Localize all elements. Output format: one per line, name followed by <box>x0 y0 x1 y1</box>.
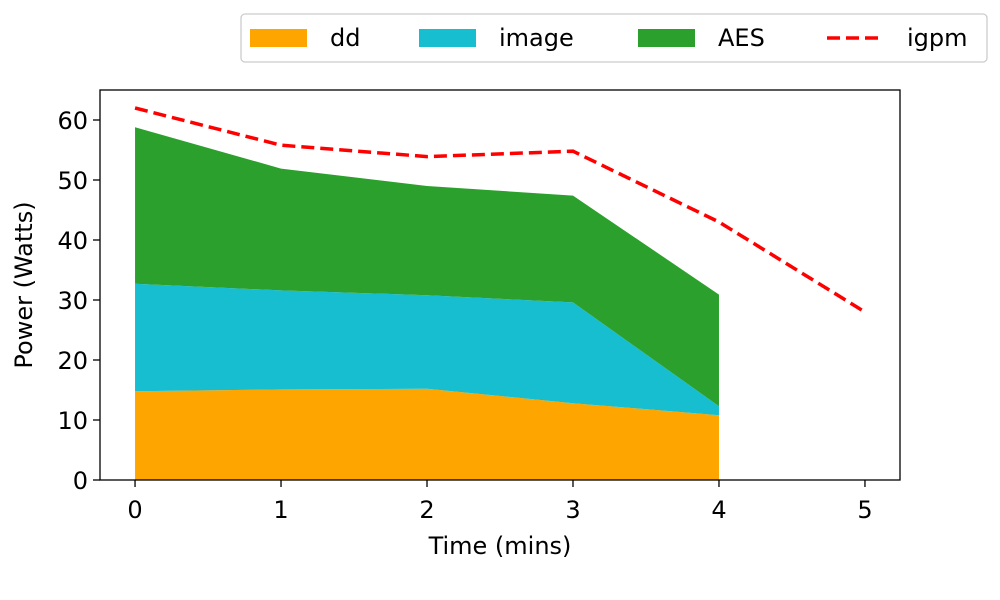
plot-frame <box>99 89 901 481</box>
legend-label-image: image <box>499 24 574 52</box>
legend-swatch-image <box>419 29 476 47</box>
y-tick-label: 40 <box>57 227 88 255</box>
line-igpm <box>134 106 866 314</box>
x-tick-label: 1 <box>273 496 288 524</box>
x-tick-label: 0 <box>127 496 142 524</box>
y-axis-ticks: 0 10 20 30 40 50 60 <box>57 107 100 495</box>
legend: dd image AES igpm <box>240 13 988 63</box>
y-tick-label: 30 <box>57 287 88 315</box>
legend-box <box>240 13 988 63</box>
area-aes <box>135 127 719 407</box>
y-tick-label: 60 <box>57 107 88 135</box>
y-tick-label: 50 <box>57 167 88 195</box>
x-axis-label: Time (mins) <box>428 532 572 560</box>
x-tick-label: 3 <box>565 496 580 524</box>
area-dd <box>135 388 719 480</box>
x-tick-label: 5 <box>857 496 872 524</box>
legend-label-igpm: igpm <box>907 24 968 52</box>
area-image <box>135 283 719 416</box>
x-tick-label: 2 <box>419 496 434 524</box>
line-series <box>134 106 866 314</box>
y-axis-label: Power (Watts) <box>10 201 38 368</box>
legend-label-aes: AES <box>718 24 765 52</box>
x-tick-label: 4 <box>711 496 726 524</box>
y-tick-label: 20 <box>57 347 88 375</box>
legend-label-dd: dd <box>330 24 360 52</box>
legend-swatch-aes <box>638 29 695 47</box>
y-tick-label: 0 <box>73 467 88 495</box>
x-axis-ticks: 0 1 2 3 4 5 <box>127 480 873 524</box>
legend-swatch-dd <box>250 29 307 47</box>
stacked-areas <box>135 127 719 480</box>
y-tick-label: 10 <box>57 407 88 435</box>
